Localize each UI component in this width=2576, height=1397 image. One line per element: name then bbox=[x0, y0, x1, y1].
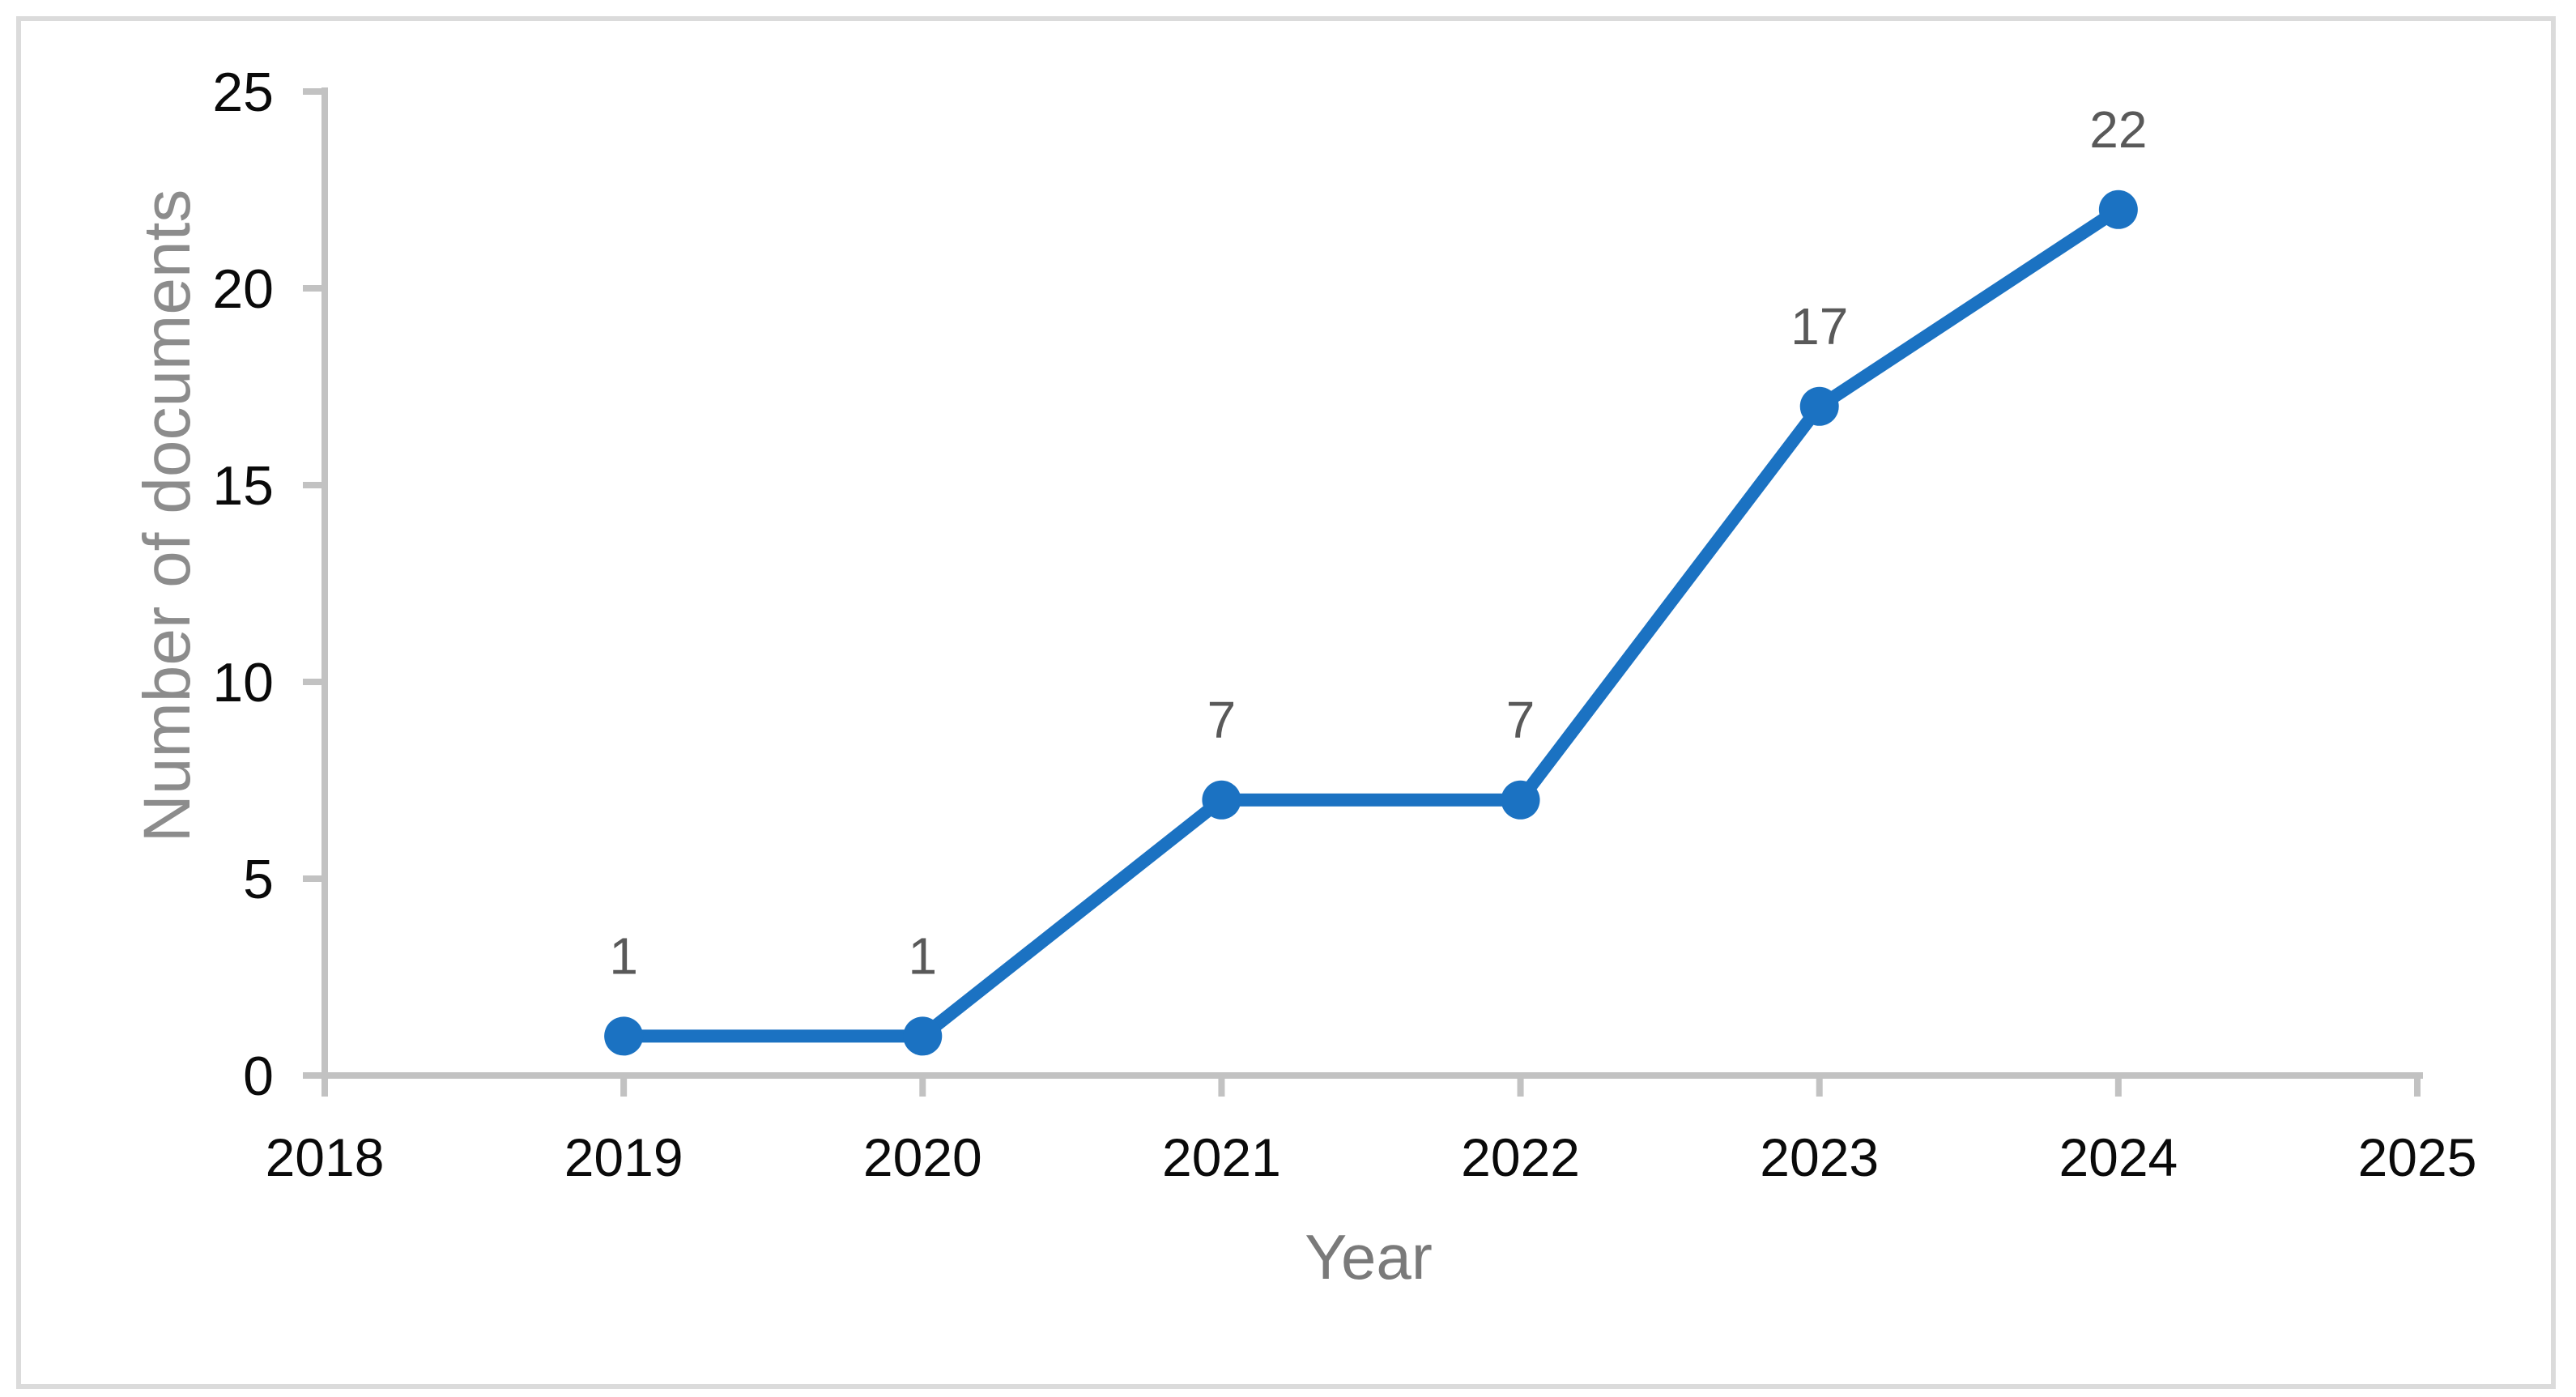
data-point-marker bbox=[1501, 780, 1540, 820]
y-tick-label: 15 bbox=[212, 455, 274, 517]
data-label: 17 bbox=[1790, 297, 1848, 356]
y-tick-label: 20 bbox=[212, 258, 274, 320]
data-label: 7 bbox=[1506, 691, 1535, 749]
x-tick-label: 2024 bbox=[2059, 1127, 2178, 1187]
y-tick-label: 25 bbox=[212, 62, 274, 123]
data-point-marker bbox=[604, 1016, 644, 1056]
data-point-marker bbox=[1202, 780, 1241, 820]
data-label: 7 bbox=[1207, 691, 1237, 749]
y-axis-title: Number of documents bbox=[130, 189, 204, 843]
data-point-marker bbox=[2098, 190, 2138, 229]
x-tick-label: 2022 bbox=[1461, 1127, 1580, 1187]
data-label: 1 bbox=[609, 926, 638, 985]
x-tick-label: 2018 bbox=[266, 1127, 385, 1187]
series-line bbox=[617, 202, 2125, 1043]
x-tick-label: 2019 bbox=[564, 1127, 683, 1187]
data-label: 22 bbox=[2089, 100, 2147, 159]
x-tick-label: 2020 bbox=[863, 1127, 982, 1187]
x-tick-label: 2025 bbox=[2358, 1127, 2477, 1187]
x-axis-title: Year bbox=[1305, 1221, 1433, 1293]
chart-border bbox=[16, 16, 2556, 1389]
data-label: 1 bbox=[908, 926, 937, 985]
y-tick-label: 5 bbox=[243, 849, 274, 910]
y-tick-label: 10 bbox=[212, 652, 274, 713]
x-tick-label: 2021 bbox=[1162, 1127, 1281, 1187]
x-tick-label: 2023 bbox=[1760, 1127, 1879, 1187]
y-tick-label: 0 bbox=[243, 1046, 274, 1107]
data-point-marker bbox=[903, 1016, 943, 1056]
data-point-marker bbox=[1799, 386, 1839, 426]
